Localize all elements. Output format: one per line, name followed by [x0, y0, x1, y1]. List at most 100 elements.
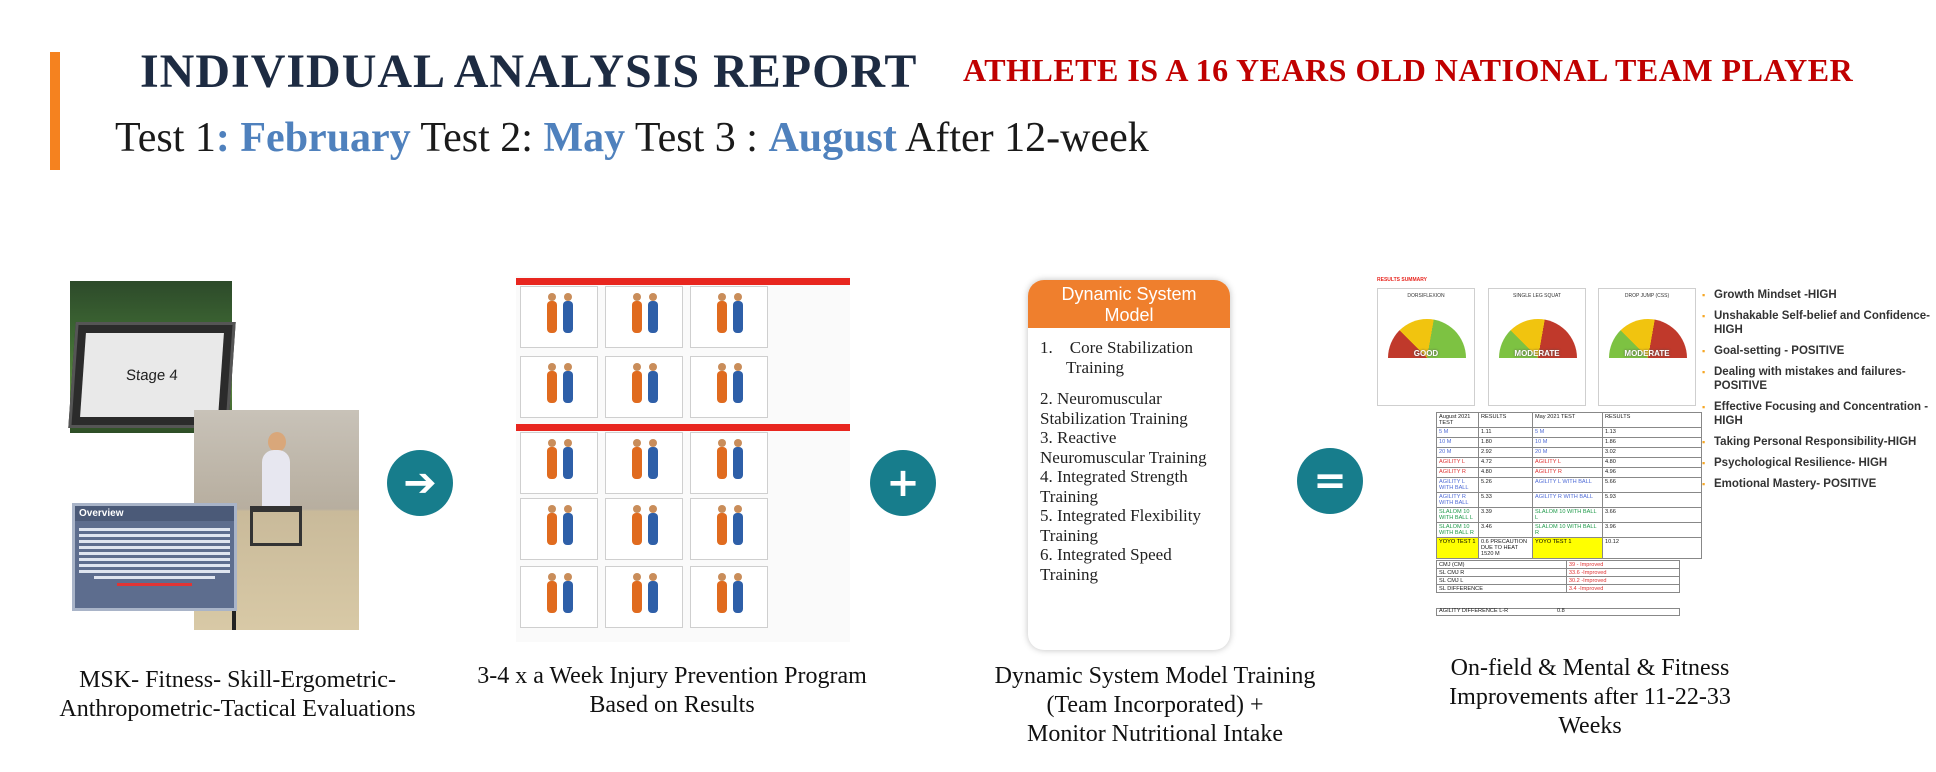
figure-head: [649, 573, 657, 581]
gauge-title: DROP JUMP (CSS): [1624, 293, 1670, 299]
caption-line: MSK- Fitness- Skill-Ergometric-: [79, 667, 396, 693]
caption-model-training: Dynamic System Model Training (Team Inco…: [950, 662, 1360, 749]
exercise-figure: [648, 513, 658, 545]
text-line: [79, 540, 230, 543]
list-item: Unshakable Self-belief and Confidence-HI…: [1702, 309, 1932, 337]
table-row: YOYO TEST 1 0.6 PRECAUTION DUE TO HEAT 15…: [1436, 537, 1702, 559]
table-cell: 1.86: [1602, 437, 1702, 448]
plus-glyph: +: [886, 460, 920, 506]
table-cell: 2.92: [1478, 447, 1533, 458]
table-cell: SLALOM 10 WITH BALL R: [1532, 522, 1603, 538]
table-row: AGILITY L 4.72 AGILITY L 4.80: [1436, 457, 1702, 468]
table-cell: 1.13: [1602, 427, 1702, 438]
caption-line: 3-4 x a Week Injury Prevention Program: [477, 663, 867, 689]
table-cell: 4.80: [1478, 467, 1533, 478]
agility-diff-value: 0.8: [1557, 608, 1565, 614]
figure-head: [564, 573, 572, 581]
table-row: AGILITY R WITH BALL 5.33 AGILITY R WITH BA…: [1436, 492, 1702, 508]
list-item: Psychological Resilience- HIGH: [1702, 456, 1932, 470]
table-cell: SLALOM 10 WITH BALL L: [1436, 507, 1479, 523]
test3-label: Test 3 :: [625, 115, 769, 161]
caption-improvements: On-field & Mental & Fitness Improvements…: [1395, 654, 1785, 741]
arrow-right-icon: ➔: [387, 450, 453, 516]
test1-separator: :: [215, 115, 241, 161]
exercise-card: [605, 432, 683, 494]
table-cell: 3.46: [1478, 522, 1533, 538]
list-item: Growth Mindset -HIGH: [1702, 288, 1932, 302]
table-cell: AGILITY R: [1436, 467, 1479, 478]
caption-evaluations: MSK- Fitness- Skill-Ergometric- Anthropo…: [20, 666, 455, 724]
figure-head: [718, 573, 726, 581]
table-cell: AGILITY L: [1532, 457, 1603, 468]
table-row: 20 M 2.92 20 M 3.02: [1436, 447, 1702, 458]
table-header-cell: RESULTS: [1602, 412, 1702, 428]
test2-month: May: [543, 115, 626, 161]
caption-injury-prevention: 3-4 x a Week Injury Prevention Program B…: [440, 662, 904, 720]
table-cell: 10 M: [1436, 437, 1479, 448]
figure-head: [734, 573, 742, 581]
table-cell: 20 M: [1436, 447, 1479, 458]
table-cell: 1.11: [1478, 427, 1533, 438]
model-item: 5. Integrated Flexibility Training: [1040, 506, 1201, 545]
model-item-text: 1. Core Stabilization Training: [1040, 338, 1197, 377]
text-line: [79, 552, 230, 555]
text-line: [79, 534, 230, 537]
figure-head: [564, 505, 572, 513]
exercise-figure: [717, 513, 727, 545]
table-cell: YOYO TEST 1: [1532, 537, 1603, 559]
exercise-card: [690, 286, 768, 348]
model-title-line: Model: [1104, 305, 1154, 325]
table-row: SL DIFFERENCE 3.4 -Improved: [1436, 584, 1681, 593]
test1-label: Test 1: [115, 115, 216, 161]
plus-icon: +: [870, 450, 936, 516]
figure-head: [633, 363, 641, 371]
table-cell: 39 - Improved: [1565, 560, 1681, 569]
exercise-figure: [648, 447, 658, 479]
table-cell: 3.96: [1602, 522, 1702, 538]
text-line: [94, 576, 215, 579]
figure-head: [718, 363, 726, 371]
text-line: [79, 564, 230, 567]
exercise-card: [605, 566, 683, 628]
exercise-card: [520, 498, 598, 560]
exercise-card: [690, 566, 768, 628]
exercise-figure: [717, 371, 727, 403]
model-item: 3. Reactive Neuromuscular Training: [1040, 428, 1207, 467]
list-item: Emotional Mastery- POSITIVE: [1702, 477, 1932, 491]
exercise-figure: [733, 513, 743, 545]
model-card: Dynamic System Model 1. Core Stabilizati…: [1028, 280, 1230, 650]
highlight-line: [116, 583, 193, 586]
text-line: [79, 546, 230, 549]
exercise-figure: [648, 371, 658, 403]
table-cell: 30.2 -Improved: [1565, 576, 1681, 585]
table-header-row: August 2021 TEST RESULTS May 2021 TEST R…: [1436, 412, 1702, 428]
exercise-card: [520, 432, 598, 494]
table-cell: AGILITY L WITH BALL: [1532, 477, 1603, 493]
exercise-figure: [733, 301, 743, 333]
table-cell: SL CMJ L: [1436, 576, 1567, 585]
athlete-head: [268, 432, 286, 452]
exercise-card: [690, 498, 768, 560]
figure-head: [718, 293, 726, 301]
model-item: 6. Integrated Speed Training: [1040, 545, 1172, 584]
figure-head: [734, 505, 742, 513]
caption-line: Weeks: [1558, 713, 1622, 739]
figure-head: [548, 363, 556, 371]
exercise-figure: [563, 447, 573, 479]
figure-head: [548, 505, 556, 513]
exercise-figure: [648, 301, 658, 333]
figure-head: [734, 363, 742, 371]
gauge-card: DORSIFLEXION GOOD: [1377, 288, 1475, 406]
table-cell: 5 M: [1532, 427, 1603, 438]
table-row: SLALOM 10 WITH BALL R 3.46 SLALOM 10 WITH …: [1436, 522, 1702, 538]
results-table: August 2021 TEST RESULTS May 2021 TEST R…: [1436, 412, 1702, 559]
caption-line: Dynamic System Model Training: [994, 663, 1316, 689]
list-item: Dealing with mistakes and failures-POSIT…: [1702, 365, 1932, 393]
table-cell: 1.80: [1478, 437, 1533, 448]
exercise-figure: [563, 371, 573, 403]
table-cell: 3.4 -Improved: [1565, 584, 1681, 593]
table-cell: 4.80: [1602, 457, 1702, 468]
table-cell: AGILITY R: [1532, 467, 1603, 478]
table-cell: 4.72: [1478, 457, 1533, 468]
exercise-card: [605, 286, 683, 348]
